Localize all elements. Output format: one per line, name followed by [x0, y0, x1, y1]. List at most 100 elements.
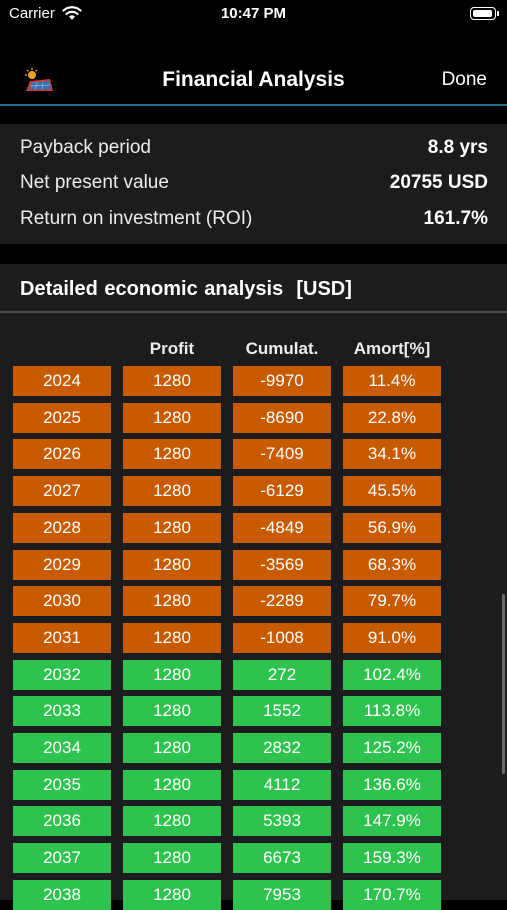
- header-profit: Profit: [149, 339, 195, 358]
- table-row: 2035 1280 4112 136.6%: [0, 769, 507, 800]
- scroll-indicator[interactable]: [502, 594, 505, 774]
- amort-cell: 147.9%: [343, 806, 441, 837]
- status-time: 10:47 PM: [220, 5, 287, 22]
- status-bar: Carrier 10:47 PM: [0, 0, 507, 30]
- table-row: 2033 1280 1552 113.8%: [0, 696, 507, 727]
- cumulative-cell: 272: [233, 659, 331, 690]
- cumulative-cell: -4849: [233, 512, 331, 543]
- table-row: 2025 1280 -8690 22.8%: [0, 402, 507, 433]
- year-cell: 2033: [13, 696, 111, 727]
- year-cell: 2036: [13, 806, 111, 837]
- amort-cell: 22.8%: [343, 402, 441, 433]
- battery-icon: [470, 7, 499, 20]
- cumulative-cell: -9970: [233, 366, 331, 396]
- year-cell: 2025: [13, 402, 111, 433]
- payback-label: Payback period: [20, 137, 151, 158]
- year-cell: 2031: [13, 622, 111, 653]
- npv-value: 20755 USD: [389, 172, 488, 193]
- table-row: 2031 1280 -1008 91.0%: [0, 622, 507, 653]
- cumulative-cell: 7953: [233, 879, 331, 910]
- summary-row-roi: Return on investment (ROI) 161.7%: [20, 208, 488, 238]
- table-row: 2034 1280 2832 125.2%: [0, 733, 507, 763]
- navigation-bar: [0, 30, 507, 104]
- profit-cell: 1280: [123, 586, 221, 617]
- cumulative-cell: -6129: [233, 476, 331, 507]
- summary-card: Payback period 8.8 yrs Net present value…: [0, 124, 507, 244]
- nav-divider: [0, 104, 507, 106]
- year-cell: 2026: [13, 439, 111, 470]
- year-cell: 2029: [13, 549, 111, 580]
- profit-cell: 1280: [123, 622, 221, 653]
- table-row: 2026 1280 -7409 34.1%: [0, 439, 507, 470]
- amort-cell: 136.6%: [343, 769, 441, 800]
- table-row: 2027 1280 -6129 45.5%: [0, 476, 507, 507]
- page-title: Financial Analysis: [162, 68, 345, 91]
- profit-cell: 1280: [123, 696, 221, 727]
- year-cell: 2034: [13, 733, 111, 763]
- amort-cell: 56.9%: [343, 512, 441, 543]
- summary-row-payback: Payback period 8.8 yrs: [20, 137, 488, 167]
- table-row: 2036 1280 5393 147.9%: [0, 806, 507, 837]
- table-row: 2038 1280 7953 170.7%: [0, 879, 507, 910]
- header-cumulative: Cumulat.: [245, 339, 319, 358]
- cumulative-cell: 4112: [233, 769, 331, 800]
- year-cell: 2037: [13, 843, 111, 874]
- year-cell: 2027: [13, 476, 111, 507]
- amort-cell: 170.7%: [343, 879, 441, 910]
- carrier-label: Carrier: [9, 5, 55, 22]
- amort-cell: 68.3%: [343, 549, 441, 580]
- wifi-icon: [62, 6, 82, 20]
- amort-cell: 113.8%: [343, 696, 441, 727]
- cumulative-cell: 1552: [233, 696, 331, 727]
- summary-row-npv: Net present value 20755 USD: [20, 172, 488, 202]
- cumulative-cell: -7409: [233, 439, 331, 470]
- profit-cell: 1280: [123, 512, 221, 543]
- amort-cell: 91.0%: [343, 622, 441, 653]
- cumulative-cell: 5393: [233, 806, 331, 837]
- amort-cell: 34.1%: [343, 439, 441, 470]
- amort-cell: 45.5%: [343, 476, 441, 507]
- solar-panel-icon: [25, 68, 53, 91]
- year-cell: 2024: [13, 366, 111, 396]
- year-cell: 2028: [13, 512, 111, 543]
- cumulative-cell: -3569: [233, 549, 331, 580]
- amort-cell: 125.2%: [343, 733, 441, 763]
- profit-cell: 1280: [123, 769, 221, 800]
- table-row: 2029 1280 -3569 68.3%: [0, 549, 507, 580]
- table-row: 2032 1280 272 102.4%: [0, 659, 507, 690]
- year-cell: 2030: [13, 586, 111, 617]
- profit-cell: 1280: [123, 806, 221, 837]
- amort-cell: 102.4%: [343, 659, 441, 690]
- table-row: 2037 1280 6673 159.3%: [0, 843, 507, 874]
- roi-label: Return on investment (ROI): [20, 208, 253, 229]
- profit-cell: 1280: [123, 439, 221, 470]
- profit-cell: 1280: [123, 549, 221, 580]
- profit-cell: 1280: [123, 402, 221, 433]
- year-cell: 2032: [13, 659, 111, 690]
- table-row: 2028 1280 -4849 56.9%: [0, 512, 507, 543]
- profit-cell: 1280: [123, 843, 221, 874]
- profit-cell: 1280: [123, 659, 221, 690]
- profit-cell: 1280: [123, 733, 221, 763]
- cumulative-cell: -1008: [233, 622, 331, 653]
- amort-cell: 159.3%: [343, 843, 441, 874]
- profit-cell: 1280: [123, 476, 221, 507]
- section-divider: [0, 311, 507, 313]
- cumulative-cell: -8690: [233, 402, 331, 433]
- cumulative-cell: 6673: [233, 843, 331, 874]
- profit-cell: 1280: [123, 366, 221, 396]
- done-button[interactable]: Done: [441, 69, 487, 90]
- battery-level: [473, 10, 492, 17]
- roi-value: 161.7%: [423, 208, 488, 229]
- table-header-row: Profit Cumulat. Amort[%]: [0, 339, 507, 363]
- header-amort: Amort[%]: [353, 339, 431, 358]
- cumulative-cell: -2289: [233, 586, 331, 617]
- cumulative-cell: 2832: [233, 733, 331, 763]
- year-cell: 2035: [13, 769, 111, 800]
- profit-cell: 1280: [123, 879, 221, 910]
- economic-analysis-section[interactable]: Detailed economic analysis [USD] Profit …: [0, 264, 507, 910]
- section-title: Detailed economic analysis [USD]: [20, 278, 352, 300]
- table-row: 2030 1280 -2289 79.7%: [0, 586, 507, 617]
- table-row: 2024 1280 -9970 11.4%: [0, 366, 507, 396]
- payback-value: 8.8 yrs: [427, 137, 488, 158]
